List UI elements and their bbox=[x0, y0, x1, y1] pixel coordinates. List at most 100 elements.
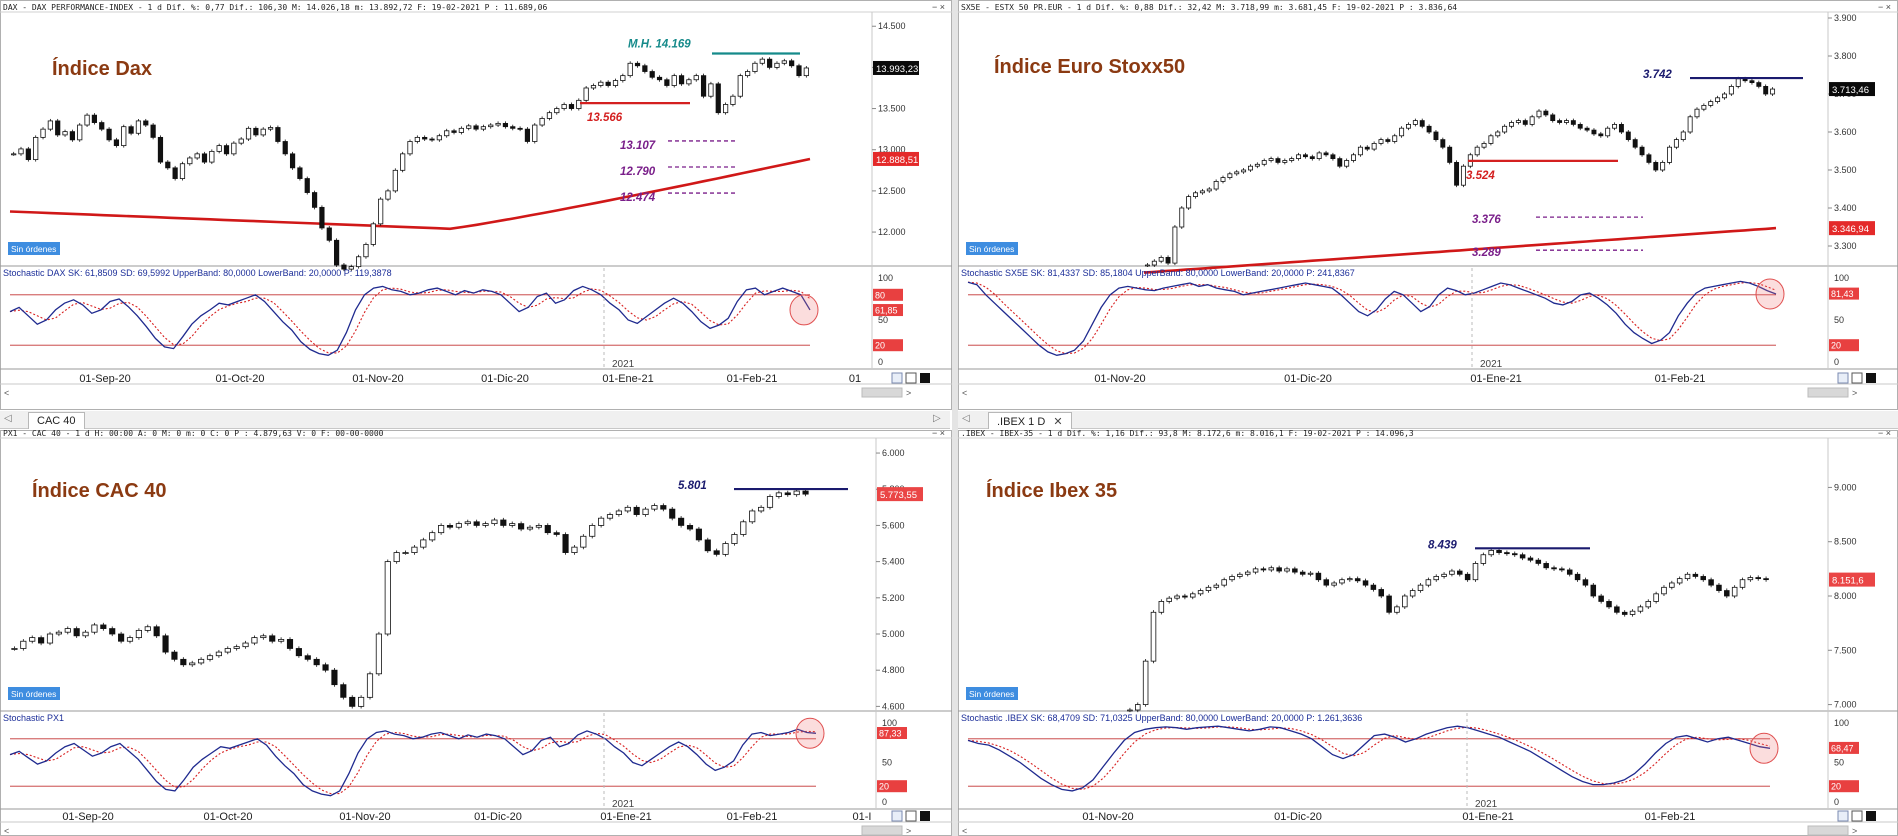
tab-ibex[interactable]: .IBEX 1 D ✕ bbox=[988, 412, 1072, 429]
candlestick bbox=[363, 242, 369, 259]
tabstrip-right: ◁ .IBEX 1 D ✕ bbox=[958, 411, 1898, 429]
candlestick bbox=[1344, 158, 1350, 169]
candle-body bbox=[189, 662, 196, 666]
stochastic-sk-line bbox=[967, 725, 1771, 792]
candle-body bbox=[429, 138, 435, 141]
candle-body bbox=[1687, 116, 1693, 133]
candlestick bbox=[642, 63, 648, 74]
candlestick bbox=[297, 165, 303, 181]
candle-body bbox=[745, 71, 751, 77]
candlestick bbox=[1254, 162, 1260, 169]
candlestick bbox=[1618, 122, 1624, 134]
x-tick-label: 01-Dic-20 bbox=[1284, 373, 1332, 385]
chart-title: Índice Euro Stoxx50 bbox=[994, 55, 1185, 78]
candlestick bbox=[118, 631, 125, 644]
candlestick bbox=[1606, 599, 1612, 609]
candle-body bbox=[1460, 165, 1466, 186]
candlestick bbox=[1179, 206, 1185, 229]
chart-panel-dax[interactable]: DAX - DAX PERFORMANCE-INDEX - 1 d Dif. %… bbox=[0, 0, 952, 410]
candlestick bbox=[1755, 575, 1761, 581]
candle-body bbox=[363, 244, 369, 258]
candlestick bbox=[1763, 84, 1769, 96]
chart-panel-ibex35[interactable]: .IBEX - IBEX-35 - 1 d Dif. %: 1,16 Dif.:… bbox=[958, 430, 1898, 836]
chart-panel-stoxx50[interactable]: SX5E - ESTX 50 PR.EUR - 1 d Dif. %: 0,88… bbox=[958, 0, 1898, 410]
candlestick bbox=[627, 61, 633, 78]
y-tick-label: 5.400 bbox=[882, 557, 905, 567]
candlestick bbox=[165, 160, 171, 170]
candle-body bbox=[1315, 572, 1322, 581]
chart-panel-cac40[interactable]: PX1 - CAC 40 - 1 d H: 00:00 A: 0 M: 0 m:… bbox=[0, 430, 952, 836]
candlestick bbox=[1221, 577, 1227, 588]
candlestick bbox=[1639, 145, 1645, 157]
candlestick bbox=[1337, 156, 1343, 169]
candle-body bbox=[1763, 578, 1769, 581]
candlestick bbox=[1715, 95, 1721, 104]
osc-tick-label: 50 bbox=[1834, 758, 1844, 768]
tab-cac40[interactable]: CAC 40 bbox=[28, 412, 85, 429]
candle-body bbox=[1296, 154, 1302, 160]
candle-body bbox=[605, 81, 611, 86]
candle-body bbox=[1260, 568, 1267, 571]
candle-body bbox=[562, 534, 569, 553]
candle-body bbox=[518, 523, 525, 530]
candle-body bbox=[583, 87, 589, 101]
candle-body bbox=[775, 492, 782, 497]
candle-body bbox=[1292, 568, 1298, 573]
candlestick bbox=[642, 507, 649, 517]
candle-body bbox=[1158, 256, 1164, 262]
candlestick bbox=[784, 490, 791, 497]
price-badge-label: 5.773,55 bbox=[880, 490, 917, 501]
scroll-left-icon[interactable]: ◁ bbox=[962, 413, 970, 424]
candlestick bbox=[282, 139, 288, 156]
osc-tick-label: 0 bbox=[878, 357, 883, 367]
scroll-right-icon[interactable]: ▷ bbox=[933, 413, 941, 424]
candlestick bbox=[1700, 574, 1707, 582]
candlestick bbox=[1460, 164, 1466, 188]
ma-badge bbox=[873, 151, 919, 166]
candle-body bbox=[1724, 590, 1730, 597]
candlestick bbox=[1559, 566, 1565, 573]
osc-badge bbox=[1829, 741, 1859, 754]
candlestick bbox=[664, 77, 670, 88]
candle-body bbox=[1385, 139, 1391, 142]
candle-body bbox=[1182, 595, 1188, 598]
candlestick bbox=[1591, 128, 1597, 136]
candlestick bbox=[660, 503, 667, 512]
candle-body bbox=[589, 525, 596, 537]
candle-body bbox=[223, 145, 230, 155]
close-tab-icon[interactable]: ✕ bbox=[1053, 416, 1063, 428]
candlestick bbox=[1637, 604, 1644, 614]
candle-body bbox=[1474, 146, 1480, 156]
candlestick bbox=[1605, 126, 1611, 138]
candle-body bbox=[1653, 161, 1659, 171]
candlestick bbox=[495, 121, 501, 128]
candle-body bbox=[1357, 146, 1363, 156]
candlestick bbox=[500, 517, 507, 528]
scroll-left-icon[interactable]: ◁ bbox=[4, 413, 12, 424]
candlestick bbox=[1189, 591, 1196, 600]
candle-body bbox=[532, 124, 538, 142]
candlestick bbox=[1433, 574, 1439, 582]
candlestick bbox=[793, 488, 800, 497]
candlestick bbox=[295, 646, 302, 658]
candlestick bbox=[1440, 137, 1446, 150]
x-tick-label: 01-Nov-20 bbox=[352, 373, 403, 385]
candle-body bbox=[1433, 576, 1439, 581]
candlestick bbox=[1577, 122, 1583, 131]
osc-badge-label: 81,43 bbox=[1831, 289, 1854, 299]
level-label: 3.289 bbox=[1472, 247, 1501, 259]
candlestick bbox=[1724, 588, 1730, 599]
candlestick bbox=[1142, 659, 1149, 707]
candlestick bbox=[242, 640, 249, 649]
tool-icon bbox=[1837, 810, 1849, 822]
candlestick bbox=[1495, 130, 1501, 138]
candle-body bbox=[517, 127, 523, 130]
candle-body bbox=[1412, 120, 1418, 125]
candlestick bbox=[1351, 152, 1356, 163]
candle-body bbox=[1282, 160, 1288, 163]
candle-body bbox=[153, 626, 160, 637]
candlestick bbox=[1252, 566, 1259, 575]
candle-body bbox=[1495, 131, 1501, 137]
candlestick bbox=[1135, 702, 1141, 713]
scrollbar-thumb bbox=[1807, 825, 1849, 836]
